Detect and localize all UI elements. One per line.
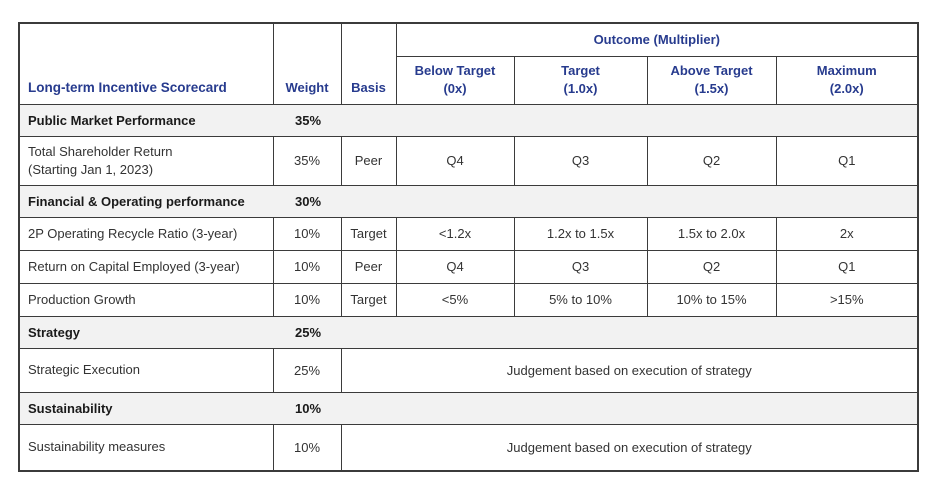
row-sustainability-measures: Sustainability measures 10% Judgement ba…: [18, 423, 919, 472]
section-cell: Financial & Operating performance 30%: [19, 184, 919, 218]
section-weight: 35%: [294, 112, 322, 128]
cell-basis: Peer: [340, 135, 397, 186]
scorecard-title: Long-term Incentive Scorecard: [18, 22, 274, 105]
column-header-multiplier: (0x): [443, 81, 467, 96]
cell-weight: 10%: [272, 216, 342, 251]
section-title: Strategy: [28, 324, 81, 340]
cell-metric-label: 2P Operating Recycle Ratio (3-year): [18, 216, 274, 251]
row-production-growth: Production Growth 10% Target <5% 5% to 1…: [18, 282, 919, 317]
column-header-multiplier: (1.5x): [694, 81, 729, 96]
cell-weight: 10%: [272, 423, 342, 472]
column-group-outcome-multiplier: Outcome (Multiplier): [395, 22, 919, 57]
column-header-label: Below Target: [414, 63, 496, 79]
column-header-label: Target: [561, 63, 600, 79]
row-return-on-capital-employed: Return on Capital Employed (3-year) 10% …: [18, 249, 919, 284]
cell-basis: Target: [340, 216, 397, 251]
section-weight: 25%: [294, 324, 322, 340]
cell-outcome-below-target: Q4: [395, 135, 515, 186]
column-header-multiplier: (1.0x): [563, 81, 598, 96]
cell-metric-label: Total Shareholder Return (Starting Jan 1…: [18, 135, 274, 186]
section-weight: 30%: [294, 193, 322, 209]
cell-metric-label: Sustainability measures: [18, 423, 274, 472]
section-weight: 10%: [294, 400, 322, 416]
section-row-strategy: Strategy 25%: [19, 315, 919, 349]
cell-metric-label: Strategic Execution: [18, 347, 274, 393]
column-header-maximum: Maximum (2.0x): [775, 55, 919, 105]
cell-outcome-above-target: Q2: [646, 249, 777, 284]
section-cell: Strategy 25%: [19, 315, 919, 349]
cell-outcome-maximum: Q1: [775, 249, 919, 284]
cell-weight: 35%: [272, 135, 342, 186]
cell-judgement: Judgement based on execution of strategy: [340, 347, 919, 393]
cell-basis: Target: [340, 282, 397, 317]
row-total-shareholder-return: Total Shareholder Return (Starting Jan 1…: [18, 135, 919, 186]
cell-outcome-below-target: <1.2x: [395, 216, 515, 251]
metric-label-line2: (Starting Jan 1, 2023): [28, 161, 154, 177]
cell-outcome-maximum: 2x: [775, 216, 919, 251]
cell-outcome-maximum: Q1: [775, 135, 919, 186]
section-cell: Sustainability 10%: [19, 391, 919, 425]
lti-scorecard-table: Long-term Incentive Scorecard Weight Bas…: [18, 22, 920, 472]
cell-outcome-target: 5% to 10%: [513, 282, 648, 317]
column-header-label: Above Target: [670, 63, 753, 79]
cell-metric-label: Production Growth: [18, 282, 274, 317]
row-recycle-ratio: 2P Operating Recycle Ratio (3-year) 10% …: [18, 216, 919, 251]
column-header-below-target: Below Target (0x): [395, 55, 515, 105]
section-title: Public Market Performance: [28, 112, 196, 128]
cell-weight: 25%: [272, 347, 342, 393]
header-row-outcome-group: Long-term Incentive Scorecard Weight Bas…: [18, 22, 919, 105]
row-strategic-execution: Strategic Execution 25% Judgement based …: [18, 347, 919, 393]
section-cell: Public Market Performance 35%: [19, 103, 919, 137]
section-title: Financial & Operating performance: [28, 193, 245, 209]
cell-weight: 10%: [272, 249, 342, 284]
cell-weight: 10%: [272, 282, 342, 317]
column-header-basis: Basis: [340, 22, 397, 105]
metric-label-line1: Total Shareholder Return: [28, 143, 173, 159]
cell-outcome-maximum: >15%: [775, 282, 919, 317]
section-row-financial-operating: Financial & Operating performance 30%: [19, 184, 919, 218]
column-header-label: Maximum: [816, 63, 877, 79]
cell-outcome-below-target: Q4: [395, 249, 515, 284]
cell-outcome-target: Q3: [513, 135, 648, 186]
cell-outcome-below-target: <5%: [395, 282, 515, 317]
header-row-outcome-columns: Below Target (0x) Target (1.0x) Above Ta…: [19, 55, 919, 105]
cell-basis: Peer: [340, 249, 397, 284]
section-row-public-market-performance: Public Market Performance 35%: [19, 103, 919, 137]
column-header-multiplier: (2.0x): [829, 81, 864, 96]
column-header-weight: Weight: [272, 22, 342, 105]
section-title: Sustainability: [28, 400, 113, 416]
column-header-target: Target (1.0x): [513, 55, 648, 105]
cell-metric-label: Return on Capital Employed (3-year): [18, 249, 274, 284]
cell-outcome-above-target: 1.5x to 2.0x: [646, 216, 777, 251]
cell-outcome-above-target: Q2: [646, 135, 777, 186]
cell-outcome-target: 1.2x to 1.5x: [513, 216, 648, 251]
section-row-sustainability: Sustainability 10%: [19, 391, 919, 425]
column-header-above-target: Above Target (1.5x): [646, 55, 777, 105]
cell-outcome-target: Q3: [513, 249, 648, 284]
cell-outcome-above-target: 10% to 15%: [646, 282, 777, 317]
cell-judgement: Judgement based on execution of strategy: [340, 423, 919, 472]
